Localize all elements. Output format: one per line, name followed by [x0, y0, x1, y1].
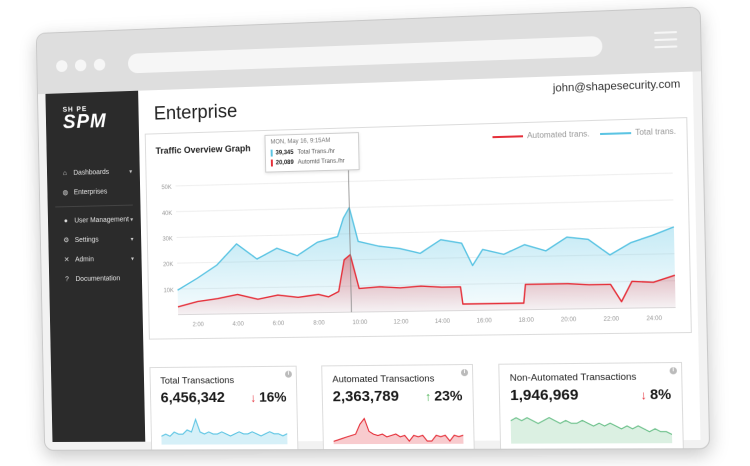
stat-sparkline — [511, 414, 673, 443]
stat-card-non-automated[interactable]: Non-Automated Transactions 1,946,969 ↓ 8%… — [498, 362, 684, 451]
x-tick-label: 8:00 — [313, 320, 325, 326]
x-tick-label: 16:00 — [477, 318, 493, 324]
legend-label-total: Total trans. — [635, 127, 676, 137]
home-icon: ⌂ — [60, 170, 70, 177]
x-tick-label: 24:00 — [646, 316, 663, 322]
stat-footer-bar — [501, 449, 683, 450]
sidebar-item-admin[interactable]: ✕ Admin ▾ — [49, 249, 142, 270]
legend-label-automated: Automated trans. — [527, 129, 590, 140]
info-icon[interactable]: i — [461, 369, 468, 376]
chevron-down-icon: ▾ — [129, 168, 132, 175]
grid-line — [176, 200, 673, 212]
sidebar-divider — [55, 205, 133, 208]
x-tick-label: 14:00 — [435, 319, 451, 325]
stat-change: ↓ 8% — [640, 386, 671, 403]
sidebar-item-dashboards[interactable]: ⌂ Dashboards ▾ — [47, 161, 140, 183]
sidebar-item-label: Settings — [75, 236, 99, 243]
stat-value: 6,456,342 — [160, 389, 225, 406]
menu-icon[interactable] — [654, 31, 677, 53]
address-bar[interactable] — [128, 36, 603, 73]
sidebar-item-label: Documentation — [75, 275, 120, 283]
stat-card-total[interactable]: Total Transactions 6,456,342 ↓ 16% i — [149, 366, 298, 451]
chevron-down-icon: ▾ — [131, 255, 134, 262]
info-icon[interactable]: i — [285, 371, 292, 378]
grid-line — [177, 227, 674, 238]
user-email[interactable]: john@shapesecurity.com — [553, 78, 681, 95]
chevron-down-icon: ▾ — [130, 216, 133, 223]
tooltip-date: MON, May 16, 9:15AM — [270, 138, 330, 146]
stat-title: Automated Transactions — [332, 373, 434, 385]
x-tick-label: 2:00 — [193, 322, 205, 328]
sidebar-item-label: Enterprises — [74, 188, 108, 196]
stat-change: ↓ 16% — [250, 389, 286, 405]
tools-icon: ✕ — [62, 256, 72, 264]
x-tick-label: 20:00 — [561, 317, 577, 323]
tooltip-auto-value: 20,089 — [276, 160, 294, 166]
x-tick-label: 4:00 — [232, 322, 244, 328]
gear-icon: ⚙ — [61, 236, 71, 244]
users-icon: ● — [61, 217, 71, 224]
sidebar-item-enterprises[interactable]: ◍ Enterprises — [47, 181, 140, 203]
y-tick-label: 50K — [161, 185, 171, 191]
browser-window: SH PE SPM ⌂ Dashboards ▾ ◍ Enterprises ●… — [36, 6, 710, 450]
tooltip-total-label: Total Trans./hr — [297, 149, 335, 156]
tooltip-auto-label: Automtd Trans./hr — [298, 159, 345, 166]
tooltip-auto-row: 20,089 Automtd Trans./hr — [271, 157, 345, 166]
stat-sparkline — [161, 416, 287, 444]
arrow-down-icon: ↓ — [641, 388, 648, 402]
sidebar-item-settings[interactable]: ⚙ Settings ▾ — [48, 229, 141, 250]
stat-card-automated[interactable]: Automated Transactions 2,363,789 ↑ 23% i — [321, 364, 475, 451]
stat-change: ↑ 23% — [425, 387, 463, 403]
sparkline-area — [333, 418, 463, 444]
x-tick-label: 12:00 — [393, 319, 409, 325]
y-tick-label: 30K — [162, 236, 172, 242]
chart-tooltip: MON, May 16, 9:15AM 39,345 Total Trans./h… — [264, 132, 359, 173]
shape-spm-logo[interactable]: SH PE SPM — [63, 105, 107, 131]
logo-main-text: SPM — [63, 112, 107, 131]
tooltip-total-value: 39,345 — [276, 150, 294, 156]
legend-swatch-automated — [492, 135, 523, 138]
stat-value: 2,363,789 — [333, 388, 400, 405]
grid-line — [175, 173, 672, 186]
stat-title: Total Transactions — [160, 375, 234, 386]
sidebar-item-documentation[interactable]: ? Documentation — [49, 268, 142, 289]
sidebar-item-label: User Management — [74, 216, 129, 224]
sidebar-item-label: Dashboards — [73, 168, 109, 176]
arrow-down-icon: ↓ — [250, 391, 256, 405]
x-tick-label: 10:00 — [352, 320, 368, 326]
tooltip-total-row: 39,345 Total Trans./hr — [271, 148, 335, 157]
x-tick-label: 22:00 — [603, 316, 619, 322]
legend-swatch-total — [600, 132, 631, 135]
question-icon: ? — [62, 276, 72, 283]
chevron-down-icon: ▾ — [131, 235, 134, 242]
window-dot[interactable] — [56, 60, 68, 72]
x-tick-label: 18:00 — [519, 318, 535, 324]
x-tick-label: 6:00 — [273, 321, 285, 327]
page-title: Enterprise — [154, 101, 238, 125]
stat-title: Non-Automated Transactions — [510, 372, 637, 384]
traffic-chart-card: 10K 20K 30K 40K 50K 2:00 4:00 6:00 8:00 10:00 12:0… — [145, 117, 692, 340]
arrow-up-icon: ↑ — [425, 390, 431, 404]
sidebar-item-user-management[interactable]: ● User Management ▾ — [48, 209, 141, 231]
app-page: SH PE SPM ⌂ Dashboards ▾ ◍ Enterprises ●… — [45, 72, 700, 442]
sidebar-nav: ⌂ Dashboards ▾ ◍ Enterprises ● User Mana… — [47, 161, 142, 289]
info-icon[interactable]: i — [670, 367, 677, 374]
window-dot[interactable] — [75, 59, 87, 71]
stat-footer-bar — [152, 450, 297, 451]
stat-sparkline — [333, 416, 463, 445]
globe-icon: ◍ — [61, 189, 71, 197]
stat-value: 1,946,969 — [510, 386, 579, 404]
sidebar: SH PE SPM ⌂ Dashboards ▾ ◍ Enterprises ●… — [45, 91, 145, 442]
sidebar-item-label: Admin — [75, 256, 94, 263]
window-dot[interactable] — [94, 59, 106, 71]
y-tick-label: 20K — [163, 262, 173, 268]
y-tick-label: 10K — [164, 288, 174, 294]
y-tick-label: 40K — [162, 211, 172, 217]
stat-footer-bar — [324, 450, 474, 451]
